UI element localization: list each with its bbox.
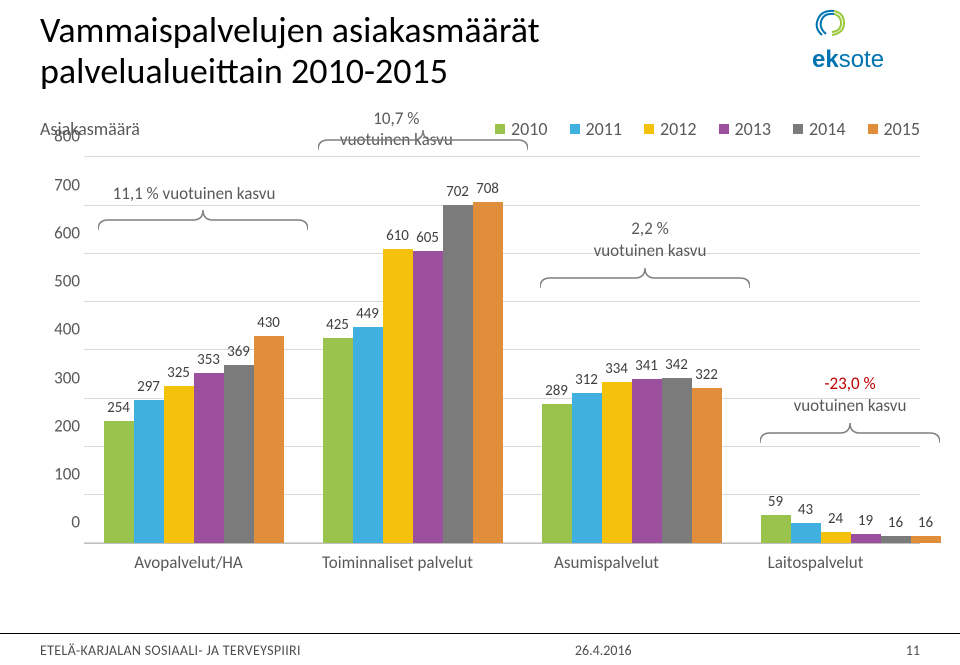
- bar: 289: [542, 404, 572, 543]
- y-tick: 300: [40, 367, 80, 388]
- y-tick: 200: [40, 415, 80, 436]
- bar-label: 610: [386, 227, 409, 245]
- bar: 341: [632, 379, 662, 544]
- legend-label: 2013: [735, 118, 772, 140]
- bar-label: 341: [635, 357, 658, 375]
- legend-swatch: [495, 124, 505, 134]
- legend-item: 2011: [570, 118, 623, 140]
- page-title: Vammaispalvelujen asiakasmäärät palvelua…: [40, 10, 920, 93]
- bar-label: 334: [605, 360, 628, 378]
- bar: 322: [692, 388, 722, 543]
- legend-label: 2010: [511, 118, 548, 140]
- bar: 19: [851, 534, 881, 543]
- legend-label: 2015: [884, 118, 921, 140]
- logo-text: eksote: [812, 46, 922, 74]
- y-tick: 800: [40, 126, 80, 147]
- annotation-group3: 2,2 % vuotuinen kasvu: [570, 218, 730, 261]
- footer-page: 11: [906, 642, 920, 659]
- bar-label: 19: [858, 512, 873, 530]
- bar-label: 605: [416, 229, 439, 247]
- bar-label: 43: [798, 501, 813, 519]
- bar-label: 708: [476, 180, 499, 198]
- y-tick: 100: [40, 464, 80, 485]
- legend-swatch: [868, 124, 878, 134]
- bar-label: 425: [326, 316, 349, 334]
- legend: 2010 2011 2012 2013 2014 2015: [495, 118, 920, 140]
- bar-label: 297: [137, 378, 160, 396]
- bar: 43: [791, 523, 821, 544]
- x-label: Asumispalvelut: [502, 548, 711, 578]
- footer-left: ETELÄ-KARJALAN SOSIAALI- JA TERVEYSPIIRI: [40, 642, 301, 659]
- bar-label: 325: [167, 364, 190, 382]
- legend-swatch: [719, 124, 729, 134]
- bar-label: 59: [768, 493, 783, 511]
- bar: 16: [911, 536, 941, 544]
- bar: 325: [164, 386, 194, 543]
- bar-label: 430: [257, 314, 280, 332]
- footer-center: 26.4.2016: [575, 642, 632, 659]
- legend-label: 2012: [660, 118, 697, 140]
- bar-label: 702: [446, 183, 469, 201]
- bar: 369: [224, 365, 254, 543]
- annotation-group4: -23,0 % vuotuinen kasvu: [770, 373, 930, 416]
- bar: 430: [254, 336, 284, 543]
- x-label: Avopalvelut/HA: [84, 548, 293, 578]
- bar: 334: [602, 382, 632, 543]
- bar-label: 254: [107, 399, 130, 417]
- legend-item: 2010: [495, 118, 548, 140]
- bar-label: 322: [695, 366, 718, 384]
- bar: 342: [662, 378, 692, 543]
- bar: 702: [443, 205, 473, 544]
- bar-group: 594324191616: [741, 515, 960, 543]
- footer: ETELÄ-KARJALAN SOSIAALI- JA TERVEYSPIIRI…: [0, 633, 960, 665]
- x-label: Laitospalvelut: [711, 548, 920, 578]
- legend-item: 2015: [868, 118, 921, 140]
- bar-label: 369: [227, 343, 250, 361]
- y-tick: 500: [40, 271, 80, 292]
- legend-label: 2014: [809, 118, 846, 140]
- bar-label: 449: [356, 305, 379, 323]
- bar-label: 312: [575, 371, 598, 389]
- bar: 312: [572, 393, 602, 544]
- bar: 16: [881, 536, 911, 544]
- annotation-center: 10,7 % vuotuinen kasvu: [340, 108, 453, 151]
- legend-item: 2013: [719, 118, 772, 140]
- annotation-group1: 11,1 % vuotuinen kasvu: [74, 183, 314, 204]
- bar-group: 425449610605702708: [303, 202, 522, 544]
- y-tick: 0: [40, 512, 80, 533]
- bar-label: 16: [888, 514, 903, 532]
- bar-label: 16: [918, 514, 933, 532]
- bar-label: 24: [828, 510, 843, 528]
- bar: 297: [134, 400, 164, 543]
- legend-swatch: [570, 124, 580, 134]
- bar-chart: 0100200300400500600700800254297325353369…: [40, 158, 920, 578]
- bar: 425: [323, 338, 353, 543]
- bar-group: 254297325353369430: [84, 336, 303, 543]
- bar: 449: [353, 327, 383, 544]
- bar: 24: [821, 532, 851, 544]
- legend-label: 2011: [586, 118, 623, 140]
- y-tick: 600: [40, 222, 80, 243]
- bar-group: 289312334341342322: [522, 378, 741, 543]
- bar-label: 289: [545, 382, 568, 400]
- gridline: [84, 156, 920, 157]
- bar: 610: [383, 249, 413, 543]
- bar: 605: [413, 251, 443, 543]
- legend-swatch: [644, 124, 654, 134]
- bar-label: 342: [665, 356, 688, 374]
- bar: 708: [473, 202, 503, 544]
- bar: 254: [104, 421, 134, 544]
- bar-label: 353: [197, 351, 220, 369]
- legend-item: 2012: [644, 118, 697, 140]
- brand-logo: eksote: [812, 5, 922, 74]
- bar: 353: [194, 373, 224, 543]
- legend-item: 2014: [793, 118, 846, 140]
- y-tick: 400: [40, 319, 80, 340]
- bar: 59: [761, 515, 791, 543]
- legend-swatch: [793, 124, 803, 134]
- x-label: Toiminnaliset palvelut: [293, 548, 502, 578]
